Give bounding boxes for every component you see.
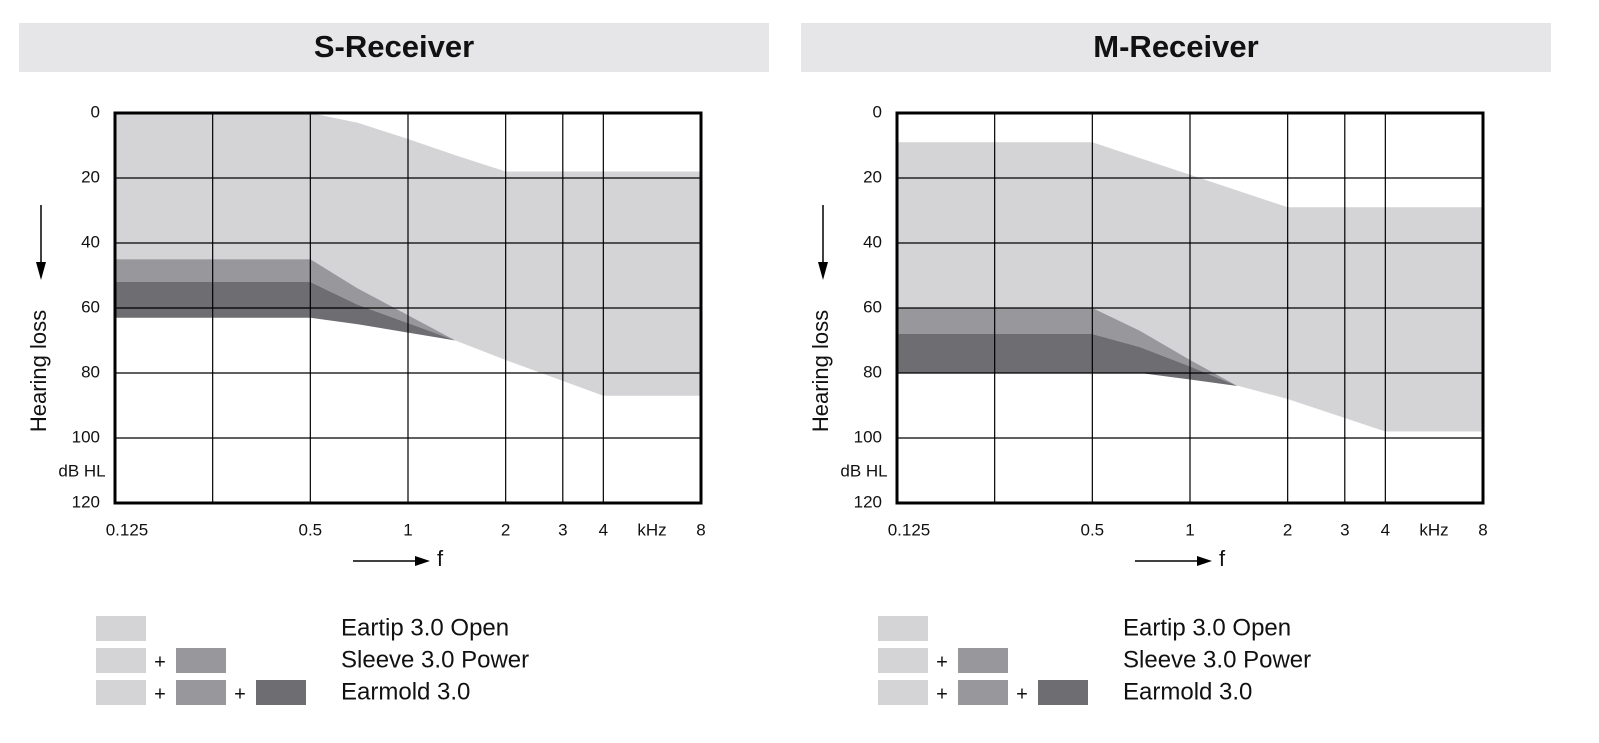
- header-bar: [801, 23, 1551, 72]
- legend-swatch: [96, 680, 146, 705]
- legend-swatch: [878, 648, 928, 673]
- x-arrow-head: [1197, 556, 1212, 566]
- x-tick-label: 0.5: [1081, 520, 1105, 539]
- x-tick-label: 0.125: [888, 520, 931, 539]
- y-axis-label: Hearing loss: [26, 310, 51, 432]
- legend-joiner: +: [234, 683, 246, 705]
- panel: S-Receiver 0 20 40 60 80 100 120 0.125 0.5 1 2 3 4 8 kH…: [19, 23, 769, 705]
- legend-swatch: [256, 680, 306, 705]
- plot-frame: [113, 111, 703, 505]
- chart-title: S-Receiver: [314, 29, 474, 64]
- legend-swatch: [878, 680, 928, 705]
- legend-label: Sleeve 3.0 Power: [1123, 646, 1311, 673]
- legend-joiner: +: [1016, 683, 1028, 705]
- y-arrow-head: [818, 262, 828, 280]
- fitting-range: [897, 308, 1238, 386]
- x-tick-label: 4: [599, 520, 608, 539]
- y-tick-label: 60: [81, 297, 100, 316]
- y-tick-label: 120: [854, 492, 882, 511]
- legend-swatch: [96, 616, 146, 641]
- x-axis-label: f: [1219, 546, 1226, 571]
- x-tick-label: 2: [1283, 520, 1292, 539]
- x-tick-label: 4: [1381, 520, 1390, 539]
- chart-title: M-Receiver: [1093, 29, 1258, 64]
- legend-swatch: [878, 616, 928, 641]
- legend-swatch: [958, 680, 1008, 705]
- y-tick-label: 80: [81, 362, 100, 381]
- y-axis-label: Hearing loss: [808, 310, 833, 432]
- plot-frame: [895, 111, 1485, 505]
- x-tick-label: 1: [403, 520, 412, 539]
- legend-swatch: [176, 680, 226, 705]
- y-tick-label: 40: [863, 232, 882, 251]
- x-tick-label: 2: [501, 520, 510, 539]
- panel: M-Receiver 0 20 40 60 80 100 120 0.125 0.5 1 2 3 4 8 kH…: [801, 23, 1551, 705]
- x-tick-label: 0.5: [299, 520, 323, 539]
- y-tick-label: 20: [863, 167, 882, 186]
- y-unit: dB HL: [840, 461, 887, 480]
- x-tick-label: 0.125: [106, 520, 149, 539]
- y-tick-label: 100: [854, 427, 882, 446]
- fitting-range: [115, 259, 456, 341]
- x-tick-label: 3: [558, 520, 567, 539]
- legend-joiner: +: [154, 683, 166, 705]
- y-tick-label: 0: [873, 102, 882, 121]
- legend-label: Eartip 3.0 Open: [1123, 614, 1291, 641]
- legend-joiner: +: [936, 651, 948, 673]
- legend-joiner: +: [154, 651, 166, 673]
- x-tick-label: 8: [1478, 520, 1487, 539]
- legend-label: Eartip 3.0 Open: [341, 614, 509, 641]
- x-arrow-head: [415, 556, 430, 566]
- legend-swatch: [958, 648, 1008, 673]
- y-tick-label: 40: [81, 232, 100, 251]
- fitting-range: [115, 282, 456, 341]
- legend-label: Sleeve 3.0 Power: [341, 646, 529, 673]
- x-tick-label: 8: [696, 520, 705, 539]
- x-axis-label: f: [437, 546, 444, 571]
- legend-swatch: [96, 648, 146, 673]
- x-unit: kHz: [637, 520, 666, 539]
- y-tick-label: 20: [81, 167, 100, 186]
- x-tick-label: 3: [1340, 520, 1349, 539]
- header-bar: [19, 23, 769, 72]
- legend-swatch: [176, 648, 226, 673]
- x-unit: kHz: [1419, 520, 1448, 539]
- y-tick-label: 80: [863, 362, 882, 381]
- y-tick-label: 120: [72, 492, 100, 511]
- y-unit: dB HL: [58, 461, 105, 480]
- legend-joiner: +: [936, 683, 948, 705]
- legend-swatch: [1038, 680, 1088, 705]
- y-tick-label: 60: [863, 297, 882, 316]
- legend-label: Earmold 3.0: [1123, 678, 1252, 705]
- x-tick-label: 1: [1185, 520, 1194, 539]
- legend-label: Earmold 3.0: [341, 678, 470, 705]
- y-tick-label: 0: [91, 102, 100, 121]
- y-arrow-head: [36, 262, 46, 280]
- y-tick-label: 100: [72, 427, 100, 446]
